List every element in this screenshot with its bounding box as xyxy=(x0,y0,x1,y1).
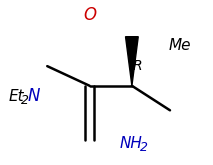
Text: O: O xyxy=(83,6,96,24)
Polygon shape xyxy=(125,37,138,86)
Text: NH: NH xyxy=(119,136,142,151)
Text: N: N xyxy=(27,87,40,105)
Text: 2: 2 xyxy=(21,94,29,107)
Text: 2: 2 xyxy=(140,141,148,154)
Text: R: R xyxy=(132,59,142,73)
Text: Me: Me xyxy=(168,38,191,53)
Text: Et: Et xyxy=(8,89,24,104)
